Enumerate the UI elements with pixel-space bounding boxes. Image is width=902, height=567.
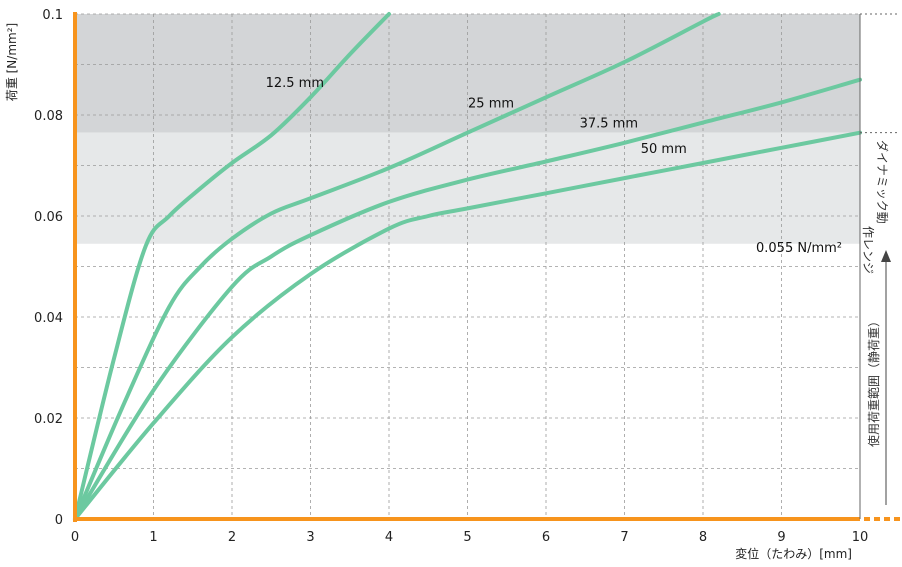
series-line-2 xyxy=(73,12,721,521)
series-line-1 xyxy=(73,12,391,521)
x-tick-label-8: 8 xyxy=(699,530,707,545)
static-range-arrow-icon xyxy=(881,250,891,262)
x-tick-label-3: 3 xyxy=(306,530,314,545)
x-tick-label-2: 2 xyxy=(228,530,236,545)
series-label-2: 25 mm xyxy=(468,96,514,111)
axes xyxy=(73,12,900,522)
y-tick-label-0.02: 0.02 xyxy=(34,412,63,427)
series-line-3 xyxy=(73,77,862,521)
x-axis-title: 変位（たわみ）[mm] xyxy=(735,546,852,561)
range-indicator-lines xyxy=(881,250,891,505)
x-tick-label-6: 6 xyxy=(542,530,550,545)
tick-labels: 0 1 2 3 4 5 6 7 8 9 10 0 0.02 0.04 0.06 0.08 0.1 xyxy=(34,8,868,545)
series-line-4 xyxy=(73,130,862,521)
y-axis-title: 荷重 [N/mm²] xyxy=(5,23,19,101)
series-label-1: 12.5 mm xyxy=(266,76,324,91)
y-tick-label-0.08: 0.08 xyxy=(34,109,63,124)
x-tick-label-4: 4 xyxy=(385,530,393,545)
x-tick-label-0: 0 xyxy=(71,530,79,545)
x-tick-label-7: 7 xyxy=(620,530,628,545)
dynamic-range-label-2: 作レンジ xyxy=(861,226,875,274)
series-lines xyxy=(73,12,862,521)
static-range-label: 使用荷重範囲（静荷重） xyxy=(866,315,881,447)
series-label-3: 37.5 mm xyxy=(580,117,638,132)
x-tick-label-5: 5 xyxy=(463,530,471,545)
y-tick-label-0.06: 0.06 xyxy=(34,210,63,225)
x-tick-label-9: 9 xyxy=(777,530,785,545)
side-annotations: ダイナミック動 作レンジ 使用荷重範囲（静荷重） xyxy=(861,140,890,447)
y-tick-label-0: 0 xyxy=(55,513,63,528)
x-tick-label-10: 10 xyxy=(852,530,869,545)
dynamic-range-label-1: ダイナミック動 xyxy=(875,140,890,224)
x-tick-label-1: 1 xyxy=(149,530,157,545)
y-tick-label-0.1: 0.1 xyxy=(42,8,63,23)
y-tick-label-0.04: 0.04 xyxy=(34,311,63,326)
threshold-label: 0.055 N/mm² xyxy=(756,241,842,256)
series-label-4: 50 mm xyxy=(641,142,687,157)
